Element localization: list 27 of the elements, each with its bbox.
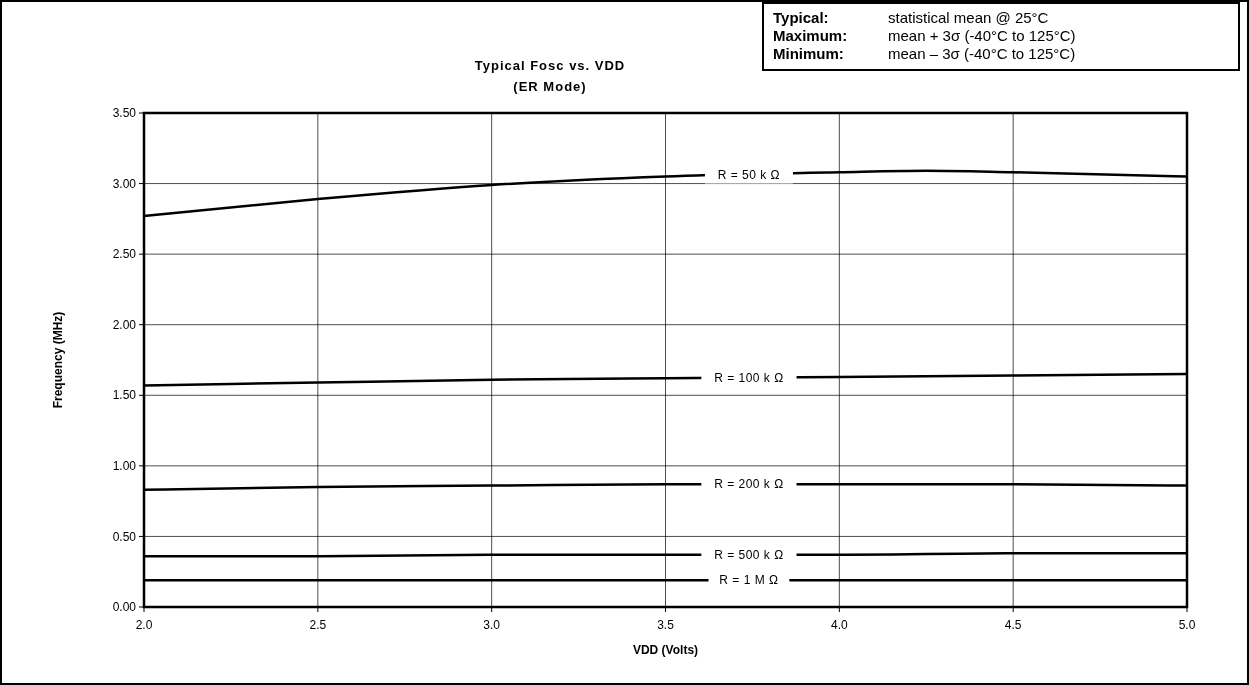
series-label: R = 500 k Ω <box>714 547 784 562</box>
series-label: R = 50 k Ω <box>717 167 781 182</box>
series-label: R = 1 M Ω <box>719 573 779 588</box>
chart-subtitle: (ER Mode) <box>513 79 587 94</box>
text: Typical: statistical mean @ 25°C <box>773 9 1049 26</box>
x-tick-label: 4.5 <box>1004 618 1022 632</box>
y-tick-label: 3.50 <box>112 106 137 121</box>
x-tick-label: 5.0 <box>1178 618 1196 632</box>
y-tick-label: 2.50 <box>112 247 137 262</box>
y-tick-label: 0.00 <box>112 600 137 615</box>
x-axis-title: VDD (Volts) <box>632 643 699 657</box>
series-label: R = 200 k Ω <box>714 477 784 492</box>
y-tick-label: 1.50 <box>112 388 137 403</box>
y-axis-title: Frequency (MHz) <box>51 311 65 409</box>
y-tick-label: 3.00 <box>112 176 137 191</box>
series-label: R = 100 k Ω <box>714 370 784 385</box>
chart-title: Typical Fosc vs. VDD <box>474 58 626 73</box>
y-tick-label: 2.00 <box>112 317 137 332</box>
y-tick-label: 1.00 <box>112 459 137 474</box>
x-tick-label: 3.5 <box>657 618 675 632</box>
y-tick-label: 0.50 <box>112 529 137 544</box>
x-tick-label: 4.0 <box>830 618 848 632</box>
x-tick-label: 2.0 <box>135 618 153 632</box>
text: Minimum: mean – 3σ (-40°C to 125°C) <box>773 45 1076 62</box>
x-tick-label: 2.5 <box>309 618 327 632</box>
x-tick-label: 3.0 <box>483 618 501 632</box>
text: Maximum: mean + 3σ (-40°C to 125°C) <box>773 27 1076 44</box>
